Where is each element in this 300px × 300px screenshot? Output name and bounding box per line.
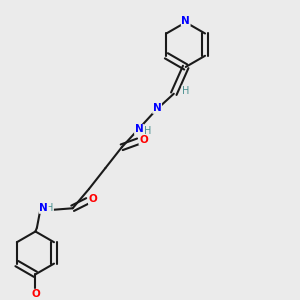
Text: N: N [181, 16, 190, 26]
Text: O: O [139, 135, 148, 145]
Text: H: H [182, 86, 189, 96]
Text: H: H [46, 203, 53, 213]
Text: O: O [32, 289, 41, 299]
Text: N: N [39, 203, 48, 213]
Text: H: H [144, 126, 152, 136]
Text: N: N [135, 124, 143, 134]
Text: O: O [88, 194, 97, 204]
Text: N: N [153, 103, 161, 113]
